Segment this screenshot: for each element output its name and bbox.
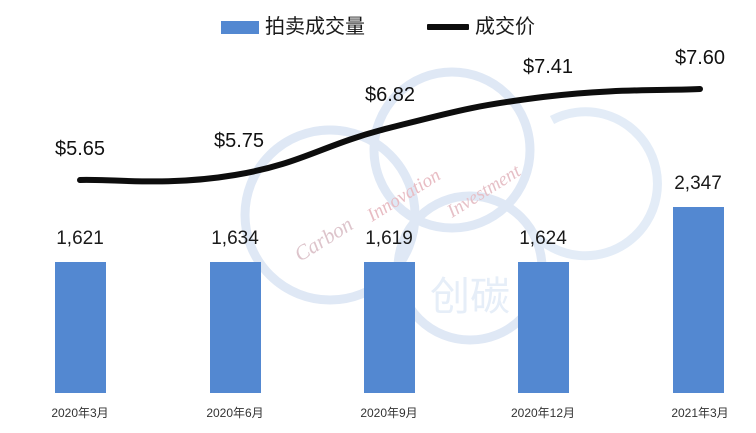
category-label-3: 2020年9月 [360, 406, 418, 420]
bar-value-label-2: 1,634 [211, 228, 259, 249]
bar-3[interactable] [364, 262, 415, 393]
bar-4[interactable] [518, 262, 569, 393]
price-value-label-4: $7.41 [522, 56, 574, 78]
legend-item-line-series[interactable]: 成交价 [427, 17, 535, 37]
price-value-label-1: $5.65 [54, 138, 106, 160]
bar-value-label-3: 1,619 [365, 228, 413, 249]
category-label-4: 2020年12月 [510, 406, 576, 420]
price-value-label-5: $7.60 [674, 47, 726, 69]
bar-1[interactable] [55, 262, 106, 393]
category-label-1: 2020年3月 [51, 406, 109, 420]
legend-item-bar-series[interactable]: 拍卖成交量 [221, 17, 365, 37]
category-label-5: 2021年3月 [671, 406, 729, 420]
price-value-label-3: $6.82 [364, 84, 416, 106]
price-value-label-2: $5.75 [213, 130, 265, 152]
legend-bar-swatch-icon [221, 20, 259, 34]
bar-value-label-1: 1,621 [56, 228, 104, 249]
legend-label-bar-series: 拍卖成交量 [265, 16, 365, 38]
bar-value-label-5: 2,347 [674, 173, 722, 194]
bar-value-label-4: 1,624 [519, 228, 567, 249]
legend-line-swatch-icon [427, 24, 469, 30]
category-label-2: 2020年6月 [206, 406, 264, 420]
chart-legend: 拍卖成交量 成交价 [0, 12, 756, 42]
legend-label-line-series: 成交价 [475, 16, 535, 38]
bar-2[interactable] [210, 262, 261, 393]
bar-5[interactable] [673, 207, 724, 393]
